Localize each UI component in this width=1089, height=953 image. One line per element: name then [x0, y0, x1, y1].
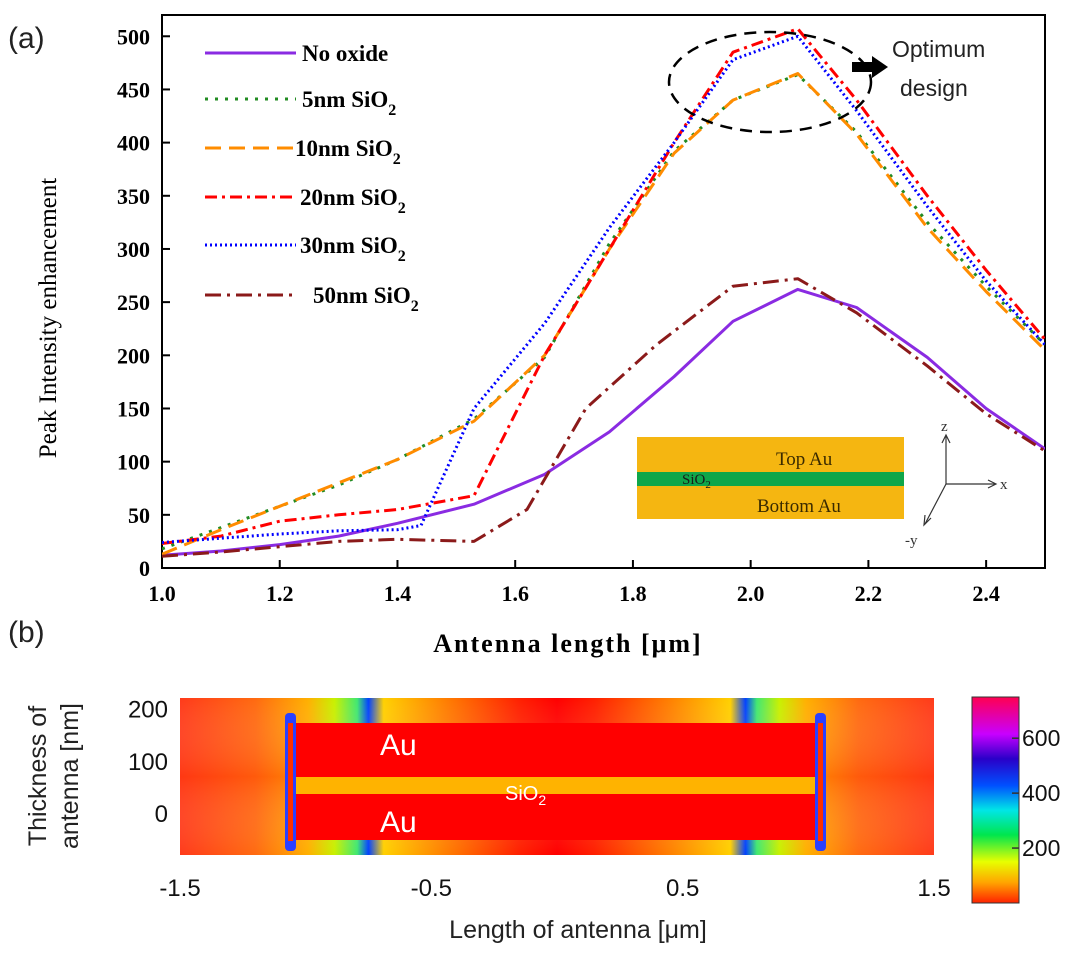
- series-line-3: [162, 27, 1045, 545]
- series-line-1: [162, 73, 1045, 551]
- heatmap-y-tick-label: 100: [128, 749, 168, 776]
- heatmap-y-tick-label: 0: [155, 801, 168, 828]
- colorbar-tick-label: 200: [1022, 835, 1060, 861]
- inset-top-au: [637, 437, 904, 472]
- plot-a-ylabel: Peak Intensity enhancement: [35, 178, 62, 459]
- y-tick-label: 50: [128, 503, 150, 528]
- axis-z-label: z: [941, 419, 948, 435]
- series-line-0: [162, 287, 1045, 557]
- optimum-arrow-icon: [852, 56, 888, 78]
- legend-label-0: No oxide: [302, 41, 388, 66]
- series-line-4: [162, 34, 1045, 544]
- coordinate-axes-icon: [923, 433, 998, 527]
- y-tick-label: 300: [117, 237, 150, 262]
- heatmap-y-tick-label: 200: [128, 696, 168, 723]
- colorbar-tick-label: 400: [1022, 780, 1060, 806]
- legend-label-1: 5nm SiO2: [302, 87, 396, 119]
- x-tick-label: 1.2: [266, 581, 294, 606]
- heatmap-oxide-strip: [291, 777, 820, 794]
- optimum-label-line1: Optimum: [892, 36, 985, 62]
- optimum-label-line2: design: [900, 75, 968, 101]
- x-tick-label: 2.2: [855, 581, 883, 606]
- x-tick-label: 1.4: [384, 581, 412, 606]
- y-tick-label: 500: [117, 24, 150, 49]
- heatmap-x-tick-label: 0.5: [666, 875, 699, 902]
- x-tick-label: 1.6: [501, 581, 529, 606]
- legend-label-4: 30nm SiO2: [300, 233, 406, 265]
- plot-b-xlabel: Length of antenna [μm]: [449, 916, 707, 944]
- y-tick-label: 100: [117, 450, 150, 475]
- heatmap-oxide-label: SiO2: [505, 783, 546, 808]
- heatmap-top-au: [291, 723, 820, 777]
- y-tick-label: 150: [117, 396, 150, 421]
- optimum-ellipse: [667, 30, 873, 134]
- inset-top-label: Top Au: [776, 449, 833, 470]
- heatmap-x-tick-label: 1.5: [917, 875, 950, 902]
- x-tick-label: 2.0: [737, 581, 765, 606]
- inset-schematic: Top Au SiO2 Bottom Au: [637, 437, 904, 519]
- heatmap-x-tick-label: -0.5: [411, 875, 452, 902]
- x-tick-label: 1.0: [148, 581, 176, 606]
- y-tick-label: 400: [117, 131, 150, 156]
- y-tick-label: 450: [117, 77, 150, 102]
- colorbar-tick-label: 600: [1022, 725, 1060, 751]
- plot-b-ticks: -1.5 -0.5 0.5 1.5 0 100 200: [128, 696, 951, 902]
- colorbar-ticks: 200 400 600: [1012, 725, 1060, 861]
- y-tick-label: 350: [117, 184, 150, 209]
- x-tick-label: 1.8: [619, 581, 647, 606]
- y-tick-label: 0: [139, 556, 150, 581]
- heatmap-au-bottom-label: Au: [380, 806, 417, 839]
- series-line-2: [162, 72, 1045, 556]
- axis-y-label: -y: [905, 533, 918, 549]
- legend-label-5: 50nm SiO2: [313, 283, 419, 315]
- plot-b-ylabel-line2: antenna [nm]: [56, 703, 84, 849]
- x-tick-label: 2.4: [972, 581, 1000, 606]
- panel-a-label: (a): [8, 22, 45, 55]
- plot-b-ylabel-line1: Thickness of: [24, 706, 52, 846]
- inset-bottom-label: Bottom Au: [757, 496, 841, 517]
- colorbar: [971, 696, 1020, 904]
- heatmap-bottom-au: [291, 794, 820, 840]
- series-line-5: [162, 277, 1045, 558]
- y-tick-label: 250: [117, 290, 150, 315]
- axis-x-label: x: [1000, 477, 1008, 493]
- y-tick-label: 200: [117, 343, 150, 368]
- plot-a-xlabel: Antenna length [μm]: [433, 629, 702, 658]
- inset-oxide-label: SiO2: [682, 472, 711, 491]
- panel-b-label: (b): [8, 616, 45, 649]
- legend-label-3: 20nm SiO2: [300, 185, 406, 217]
- inset-oxide: [637, 472, 904, 486]
- heatmap-x-tick-label: -1.5: [159, 875, 200, 902]
- plot-a-series: [162, 27, 1045, 558]
- inset-bottom-au: [637, 486, 904, 519]
- heatmap: Au Au SiO2: [180, 698, 934, 855]
- legend: No oxide 5nm SiO2 10nm SiO2 20nm SiO2 30nm S…: [205, 41, 419, 315]
- plot-a-frame: [161, 14, 1046, 569]
- plot-a-ticks: 1.0 1.2 1.4 1.6 1.8 2.0 2.2 2.4 0 50 100 150 200 250 3…: [117, 24, 1000, 606]
- heatmap-au-top-label: Au: [380, 729, 417, 762]
- legend-label-2: 10nm SiO2: [295, 136, 401, 168]
